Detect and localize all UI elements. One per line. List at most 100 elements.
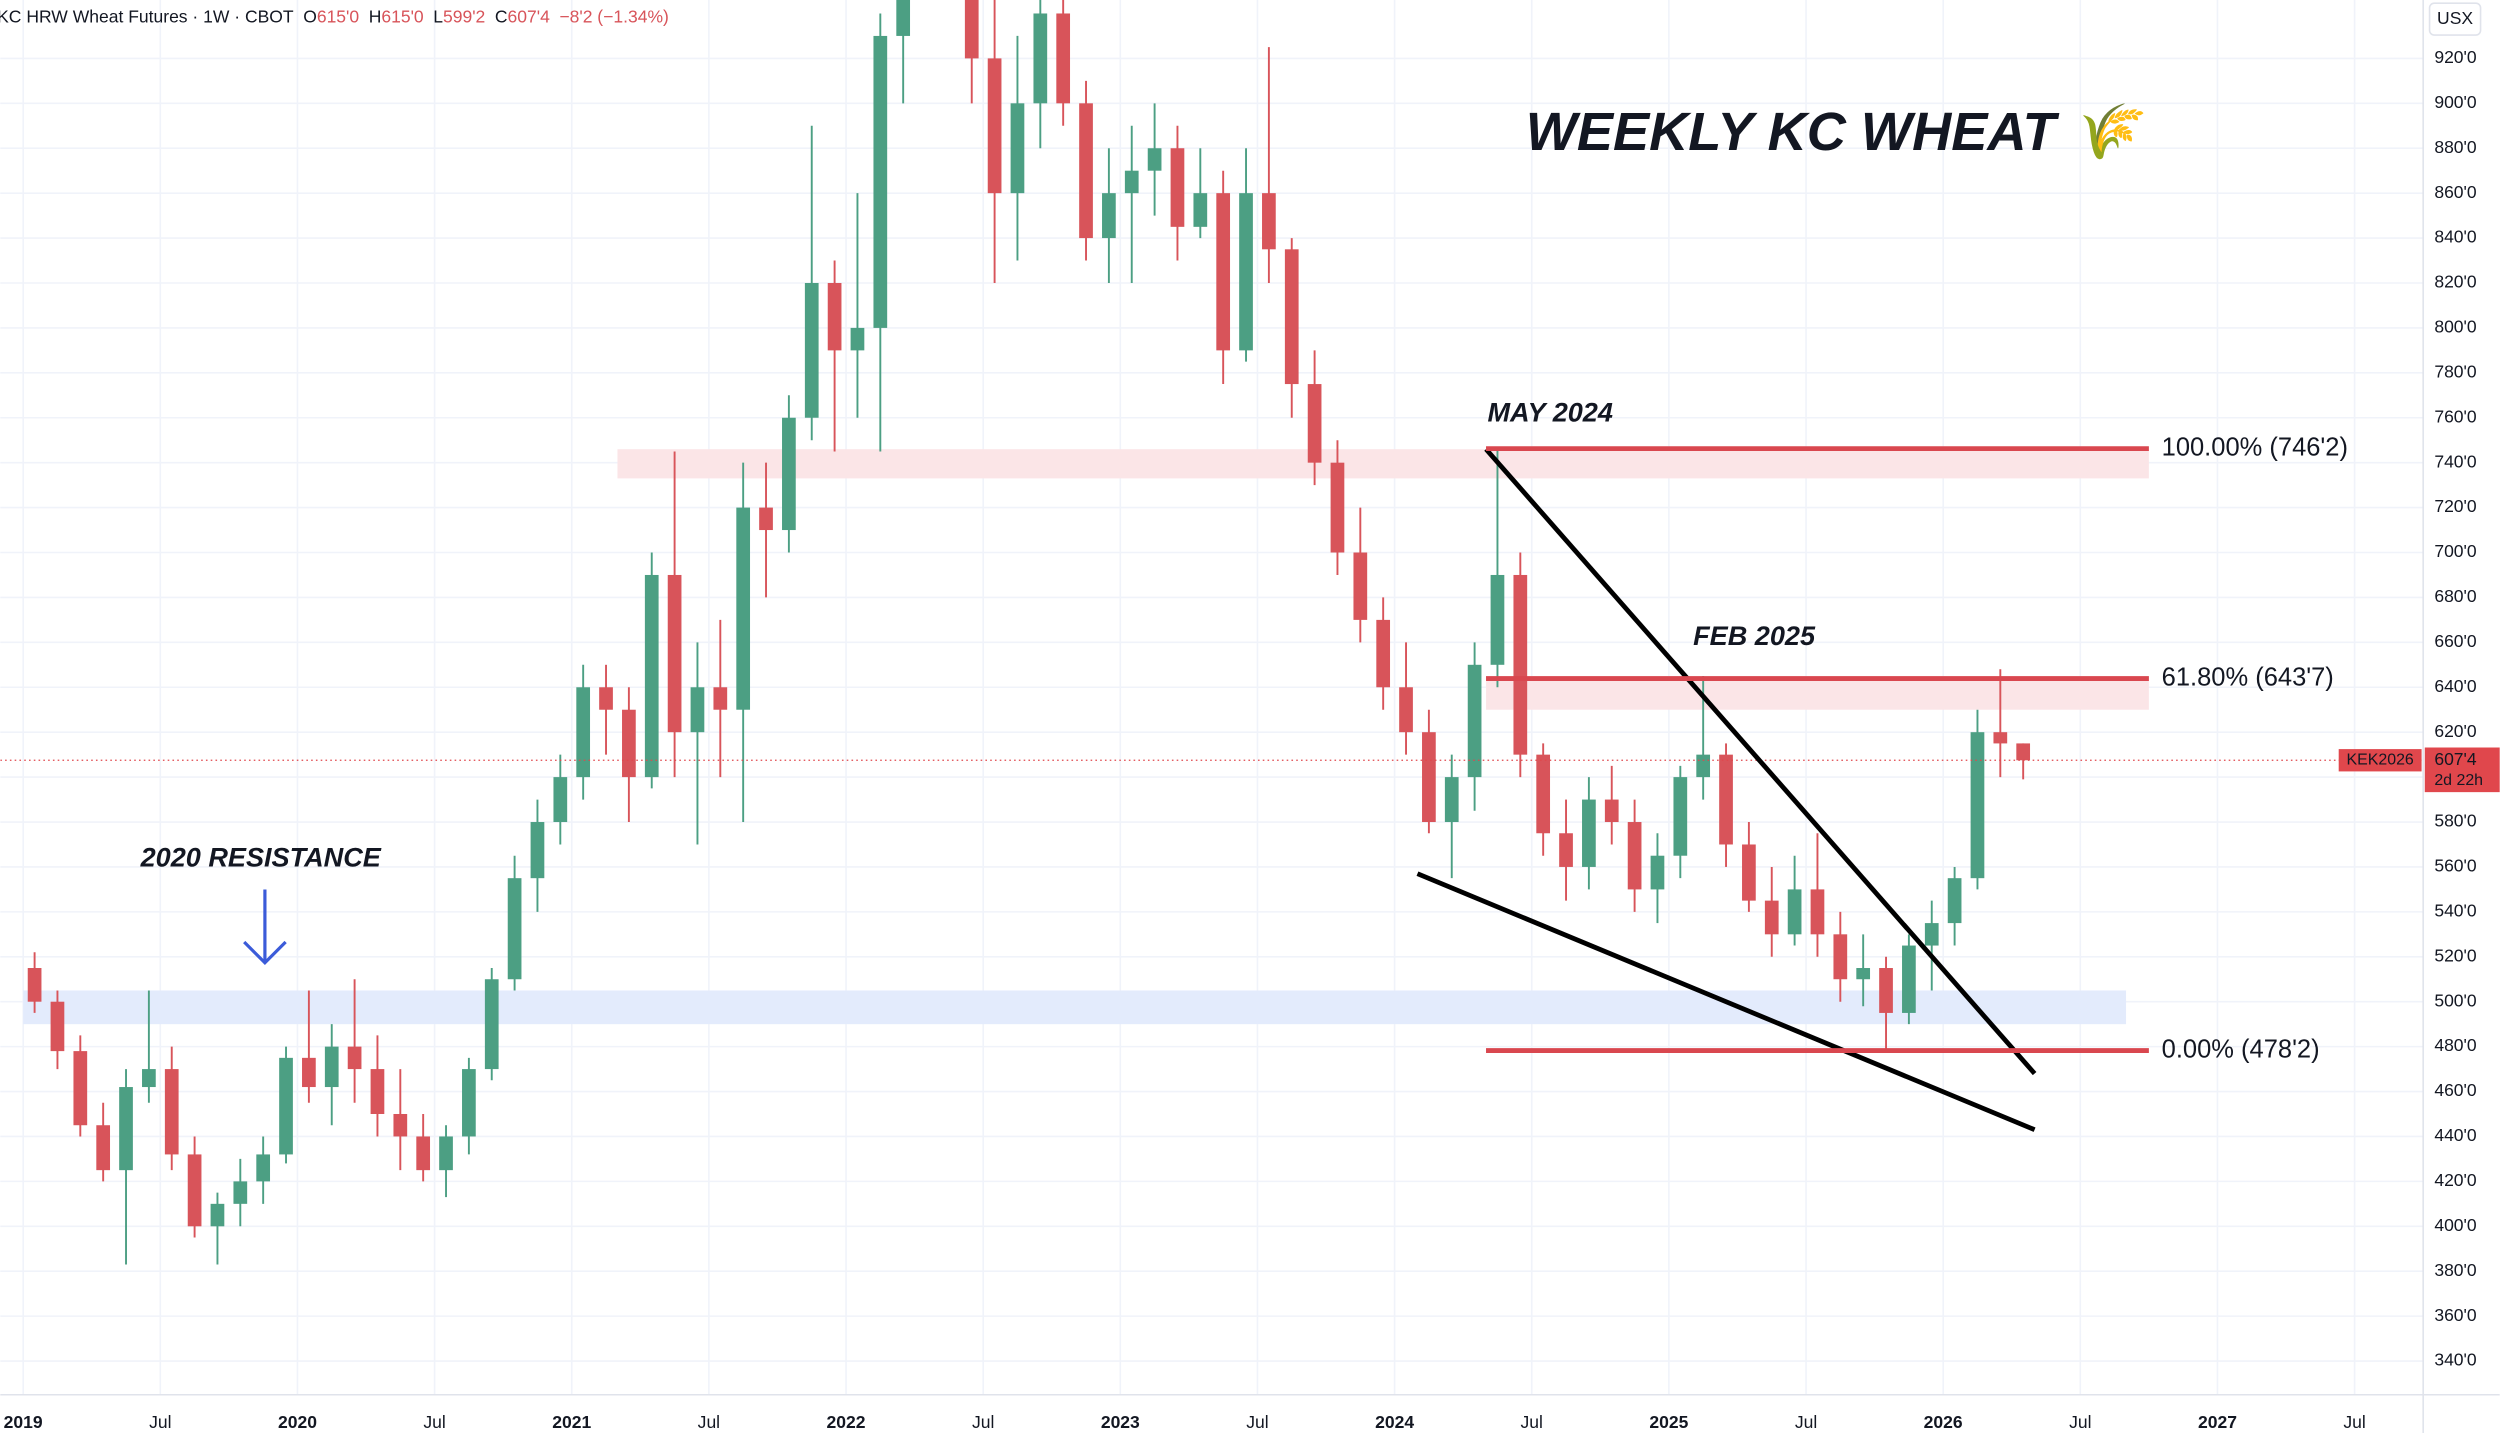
candle-body [233,1181,248,1204]
candle-body [1490,574,1505,665]
header-change: −8'2 (−1.34%) [559,6,668,26]
candle-body [1239,193,1253,351]
y-tick-label: 880'0 [2434,137,2477,157]
countdown: 2d 22h [2434,772,2483,789]
trendline [1416,871,2036,1132]
y-tick-label: 340'0 [2434,1350,2477,1370]
x-tick-label: 2021 [552,1412,591,1432]
candle-body [713,687,728,710]
x-tick-label: 2022 [827,1412,866,1432]
candle-body [50,1001,65,1052]
candle-body [1650,855,1665,890]
fib-label: 0.00% (478'2) [2162,1035,2320,1063]
candle-body [1696,754,1711,778]
candle-body [873,35,888,328]
candle-body [736,507,751,710]
drawings [0,446,2424,1132]
header-key: H [369,6,382,26]
candle-body [73,1051,88,1126]
price-tag [2424,747,2500,793]
candle-body [1536,754,1551,834]
candle-body [1307,384,1322,463]
candle-body [1559,833,1573,867]
candle-body [1010,103,1025,194]
currency-box[interactable] [2428,2,2482,36]
candle-body [1582,799,1596,867]
candle-body [1079,103,1093,239]
x-tick-label: Jul [423,1412,445,1432]
candle-body [1467,664,1482,778]
x-tick-label: Jul [1521,1412,1543,1432]
y-tick-label: 420'0 [2434,1170,2477,1190]
y-tick-label: 560'0 [2434,856,2477,876]
currency[interactable]: USX [2437,8,2473,28]
candle-body [1422,732,1436,823]
header-value: 615'0 [381,6,424,26]
candle-body [1376,619,1391,688]
header-value: 607'4 [508,6,551,26]
y-tick-label: 780'0 [2434,361,2477,381]
header-key: C [495,6,508,26]
candle-body [1262,193,1276,250]
candle-body [1170,148,1185,227]
candle-body [827,282,842,351]
candle-body [1787,889,1802,935]
candle-body [553,777,568,823]
x-tick-label: Jul [1246,1412,1268,1432]
y-tick-label: 720'0 [2434,496,2477,516]
x-tick-label: 2024 [1375,1412,1414,1432]
y-tick-label: 620'0 [2434,721,2477,741]
candle-body [644,574,659,778]
candle-body [599,687,613,710]
candle-body [1193,193,1208,227]
x-tick-label: Jul [149,1412,171,1432]
candle-body [2016,743,2031,761]
candle-body [1810,889,1825,935]
zone [1486,676,2149,710]
candle-body [1924,923,1939,946]
candle-body [302,1057,316,1088]
candle-body [96,1125,111,1171]
candle-body [187,1154,202,1227]
candle-body [1102,193,1116,239]
candle-body [370,1069,385,1114]
y-tick-label: 400'0 [2434,1215,2477,1235]
candle-body [964,0,979,59]
candle-body [256,1154,271,1182]
y-tick-label: 360'0 [2434,1305,2477,1325]
candle-body [576,687,591,778]
y-tick-label: 480'0 [2434,1035,2477,1055]
candle-body [1399,687,1413,733]
candle-body [1444,777,1459,823]
header-key: O [303,6,317,26]
candle-body [667,574,682,733]
candle-body [416,1136,431,1171]
symbol-tag-label: KEK2026 [2347,751,2414,768]
candle-body [484,979,499,1070]
candle-body [119,1087,133,1171]
x-tick-label: 2019 [4,1412,43,1432]
candle-body [1353,552,1368,620]
header-symbol: KC HRW Wheat Futures · 1W · CBOT [0,6,294,26]
candle-body [987,58,1002,194]
annotation: MAY 2024 [1488,397,1613,428]
chart-title: WEEKLY KC WHEAT 🌾 [1526,102,2148,162]
candle-body [690,687,705,733]
y-tick-label: 740'0 [2434,451,2477,471]
candle-body [393,1113,408,1137]
candle-body [782,417,796,531]
y-tick-label: 520'0 [2434,945,2477,965]
x-tick-label: 2020 [278,1412,317,1432]
candle-body [1147,148,1162,171]
candle-body [1604,799,1619,823]
candle-body [1970,732,1985,879]
candle-body [1742,844,1756,901]
zones [23,449,2149,1025]
header: KC HRW Wheat Futures · 1W · CBOT O 615'0 H 6… [0,6,669,26]
y-tick-label: 660'0 [2434,631,2477,651]
x-tick-label: 2026 [1924,1412,1963,1432]
candle-body [1284,249,1299,385]
candle-body [1833,934,1848,980]
